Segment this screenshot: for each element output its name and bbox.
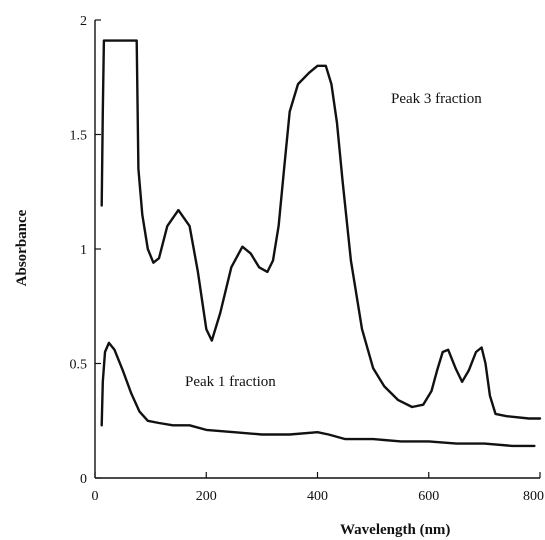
y-tick-label: 1 <box>80 243 87 258</box>
x-axis-ticks: 0 200 400 600 800 <box>92 472 544 504</box>
annotation-peak-3: Peak 3 fraction <box>391 91 482 107</box>
series-line-peak-3 <box>100 39 542 420</box>
y-tick-label: 2 <box>80 14 87 29</box>
y-tick-label: 0 <box>80 472 87 487</box>
x-axis-label: Wavelength (nm) <box>340 522 450 538</box>
x-tick-label: 400 <box>307 489 328 504</box>
y-tick-label: 0.5 <box>70 358 88 373</box>
x-tick-label: 600 <box>418 489 439 504</box>
series-group <box>100 39 542 448</box>
series-line-peak-1 <box>100 341 536 448</box>
x-tick-label: 0 <box>92 489 99 504</box>
annotation-peak-1: Peak 1 fraction <box>185 374 276 390</box>
y-axis-ticks: 0 0.5 1 1.5 2 <box>70 14 101 487</box>
y-tick-label: 1.5 <box>70 129 88 144</box>
y-axis-label: Absorbance <box>14 209 30 286</box>
x-tick-label: 200 <box>196 489 217 504</box>
x-tick-label: 800 <box>523 489 544 504</box>
